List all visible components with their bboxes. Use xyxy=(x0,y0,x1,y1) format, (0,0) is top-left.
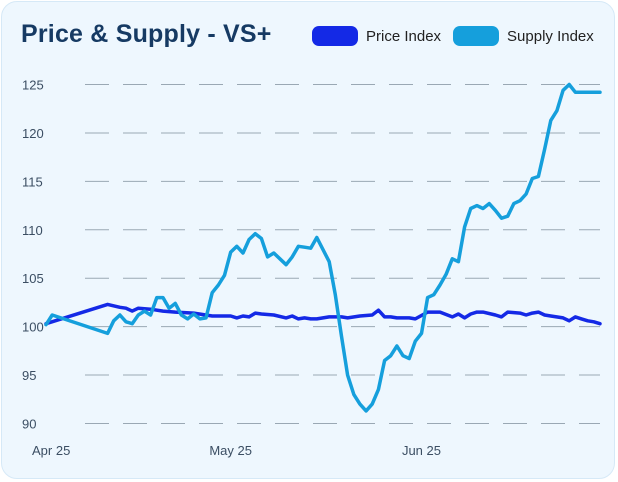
legend-item-price: Price Index xyxy=(312,26,441,46)
x-tick-label-1: May 25 xyxy=(209,443,252,458)
x-axis: Apr 25 May 25 Jun 25 xyxy=(32,443,441,458)
y-tick-label-105: 105 xyxy=(22,271,44,286)
series-line-price-index xyxy=(44,302,602,326)
series-line-supply-index xyxy=(44,82,602,413)
y-tick-label-90: 90 xyxy=(22,416,36,431)
y-axis: 90 95 100 105 110 115 120 125 xyxy=(22,78,44,432)
legend-item-supply: Supply Index xyxy=(453,26,594,46)
chart-legend: Price Index Supply Index xyxy=(312,26,606,46)
y-tick-label-115: 115 xyxy=(22,174,43,189)
y-tick-label-95: 95 xyxy=(22,368,36,383)
x-tick-label-0: Apr 25 xyxy=(32,443,70,458)
y-tick-label-100: 100 xyxy=(22,320,44,335)
legend-label-price: Price Index xyxy=(366,27,442,45)
legend-label-supply: Supply Index xyxy=(507,27,594,45)
y-tick-label-110: 110 xyxy=(22,223,43,238)
legend-swatch-price xyxy=(312,26,358,46)
chart-title: Price & Supply - VS+ xyxy=(21,20,272,48)
chart-series xyxy=(44,82,602,413)
chart-grid xyxy=(85,84,600,424)
y-tick-label-125: 125 xyxy=(22,78,44,93)
y-tick-label-120: 120 xyxy=(22,126,44,141)
x-tick-label-2: Jun 25 xyxy=(402,443,441,458)
legend-swatch-supply xyxy=(453,26,500,46)
